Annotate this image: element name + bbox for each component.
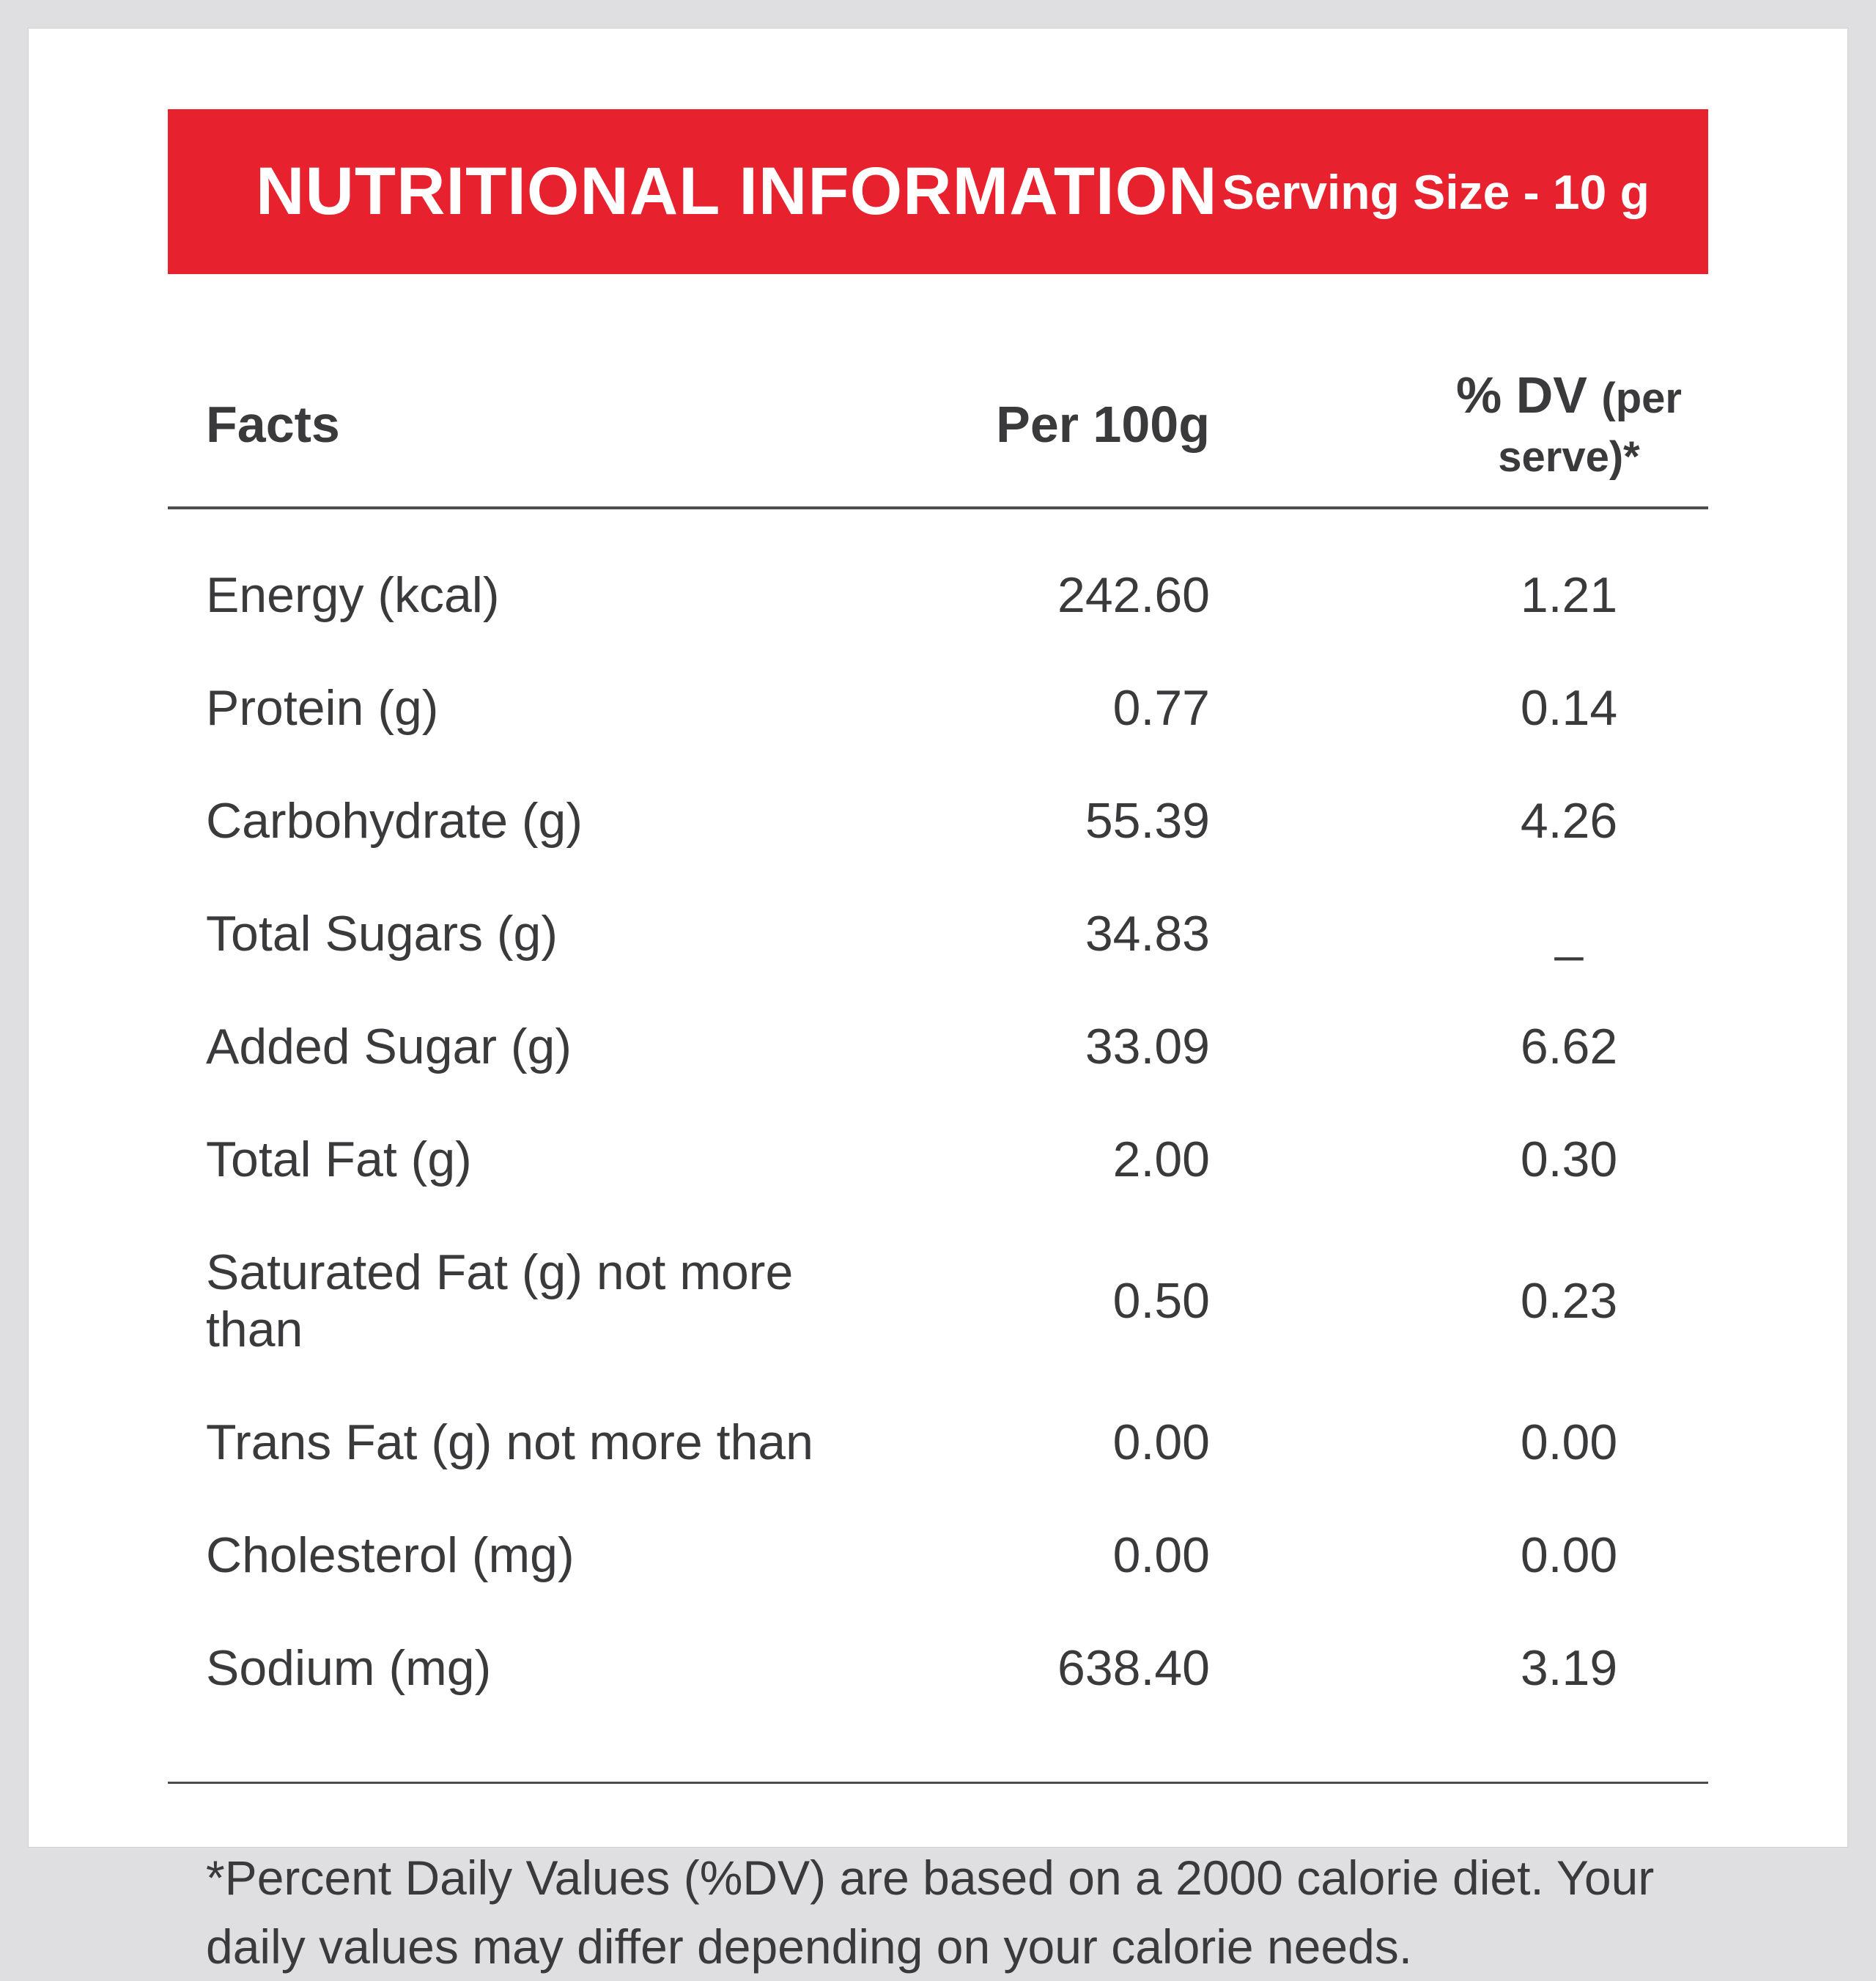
row-label: Total Fat (g) xyxy=(168,1131,843,1188)
table-row: Carbohydrate (g) 55.39 4.26 xyxy=(168,764,1708,877)
row-label: Sodium (mg) xyxy=(168,1639,843,1697)
table-row: Trans Fat (g) not more than 0.00 0.00 xyxy=(168,1386,1708,1499)
table-row: Protein (g) 0.77 0.14 xyxy=(168,652,1708,764)
row-dv: 0.00 xyxy=(1210,1527,1708,1584)
row-per100g: 0.50 xyxy=(843,1272,1210,1329)
table-row: Saturated Fat (g) not more than 0.50 0.2… xyxy=(168,1216,1708,1386)
daily-values-footnote: *Percent Daily Values (%DV) are based on… xyxy=(168,1784,1708,1981)
table-row: Sodium (mg) 638.40 3.19 xyxy=(168,1612,1708,1724)
row-per100g: 638.40 xyxy=(843,1639,1210,1697)
row-label: Saturated Fat (g) not more than xyxy=(168,1244,843,1358)
nutrition-table: Facts Per 100g % DV (per serve)* Energy … xyxy=(168,274,1708,1981)
table-row: Energy (kcal) 242.60 1.21 xyxy=(168,539,1708,652)
header-dv: % DV (per serve)* xyxy=(1210,366,1708,483)
row-dv: _ xyxy=(1210,905,1708,962)
row-dv: 0.30 xyxy=(1210,1131,1708,1188)
row-label: Total Sugars (g) xyxy=(168,905,843,962)
serving-size-text: Serving Size - 10 g xyxy=(1222,164,1650,220)
row-dv: 1.21 xyxy=(1210,567,1708,624)
row-dv: 0.14 xyxy=(1210,679,1708,737)
row-per100g: 0.00 xyxy=(843,1527,1210,1584)
row-per100g: 33.09 xyxy=(843,1018,1210,1075)
row-dv: 0.23 xyxy=(1210,1272,1708,1329)
row-per100g: 55.39 xyxy=(843,792,1210,849)
row-label: Protein (g) xyxy=(168,679,843,737)
nutrition-label-card: NUTRITIONAL INFORMATION Serving Size - 1… xyxy=(28,28,1848,1848)
table-row: Total Sugars (g) 34.83 _ xyxy=(168,877,1708,990)
table-row: Total Fat (g) 2.00 0.30 xyxy=(168,1103,1708,1216)
row-dv: 3.19 xyxy=(1210,1639,1708,1697)
table-row: Added Sugar (g) 33.09 6.62 xyxy=(168,990,1708,1103)
row-label: Cholesterol (mg) xyxy=(168,1527,843,1584)
table-body: Energy (kcal) 242.60 1.21 Protein (g) 0.… xyxy=(168,509,1708,1724)
row-per100g: 0.77 xyxy=(843,679,1210,737)
header-per100g: Per 100g xyxy=(843,395,1210,454)
row-label: Added Sugar (g) xyxy=(168,1018,843,1075)
row-label: Carbohydrate (g) xyxy=(168,792,843,849)
row-dv: 4.26 xyxy=(1210,792,1708,849)
row-per100g: 34.83 xyxy=(843,905,1210,962)
row-label: Energy (kcal) xyxy=(168,567,843,624)
banner-title: NUTRITIONAL INFORMATION xyxy=(256,153,1218,230)
row-per100g: 2.00 xyxy=(843,1131,1210,1188)
row-label: Trans Fat (g) not more than xyxy=(168,1414,843,1471)
row-dv: 0.00 xyxy=(1210,1414,1708,1471)
header-dv-main: % DV xyxy=(1456,366,1587,424)
table-row: Cholesterol (mg) 0.00 0.00 xyxy=(168,1499,1708,1612)
nutrition-banner: NUTRITIONAL INFORMATION Serving Size - 1… xyxy=(168,109,1708,274)
row-dv: 6.62 xyxy=(1210,1018,1708,1075)
table-header-row: Facts Per 100g % DV (per serve)* xyxy=(168,274,1708,509)
row-per100g: 242.60 xyxy=(843,567,1210,624)
row-per100g: 0.00 xyxy=(843,1414,1210,1471)
header-facts: Facts xyxy=(168,395,843,454)
